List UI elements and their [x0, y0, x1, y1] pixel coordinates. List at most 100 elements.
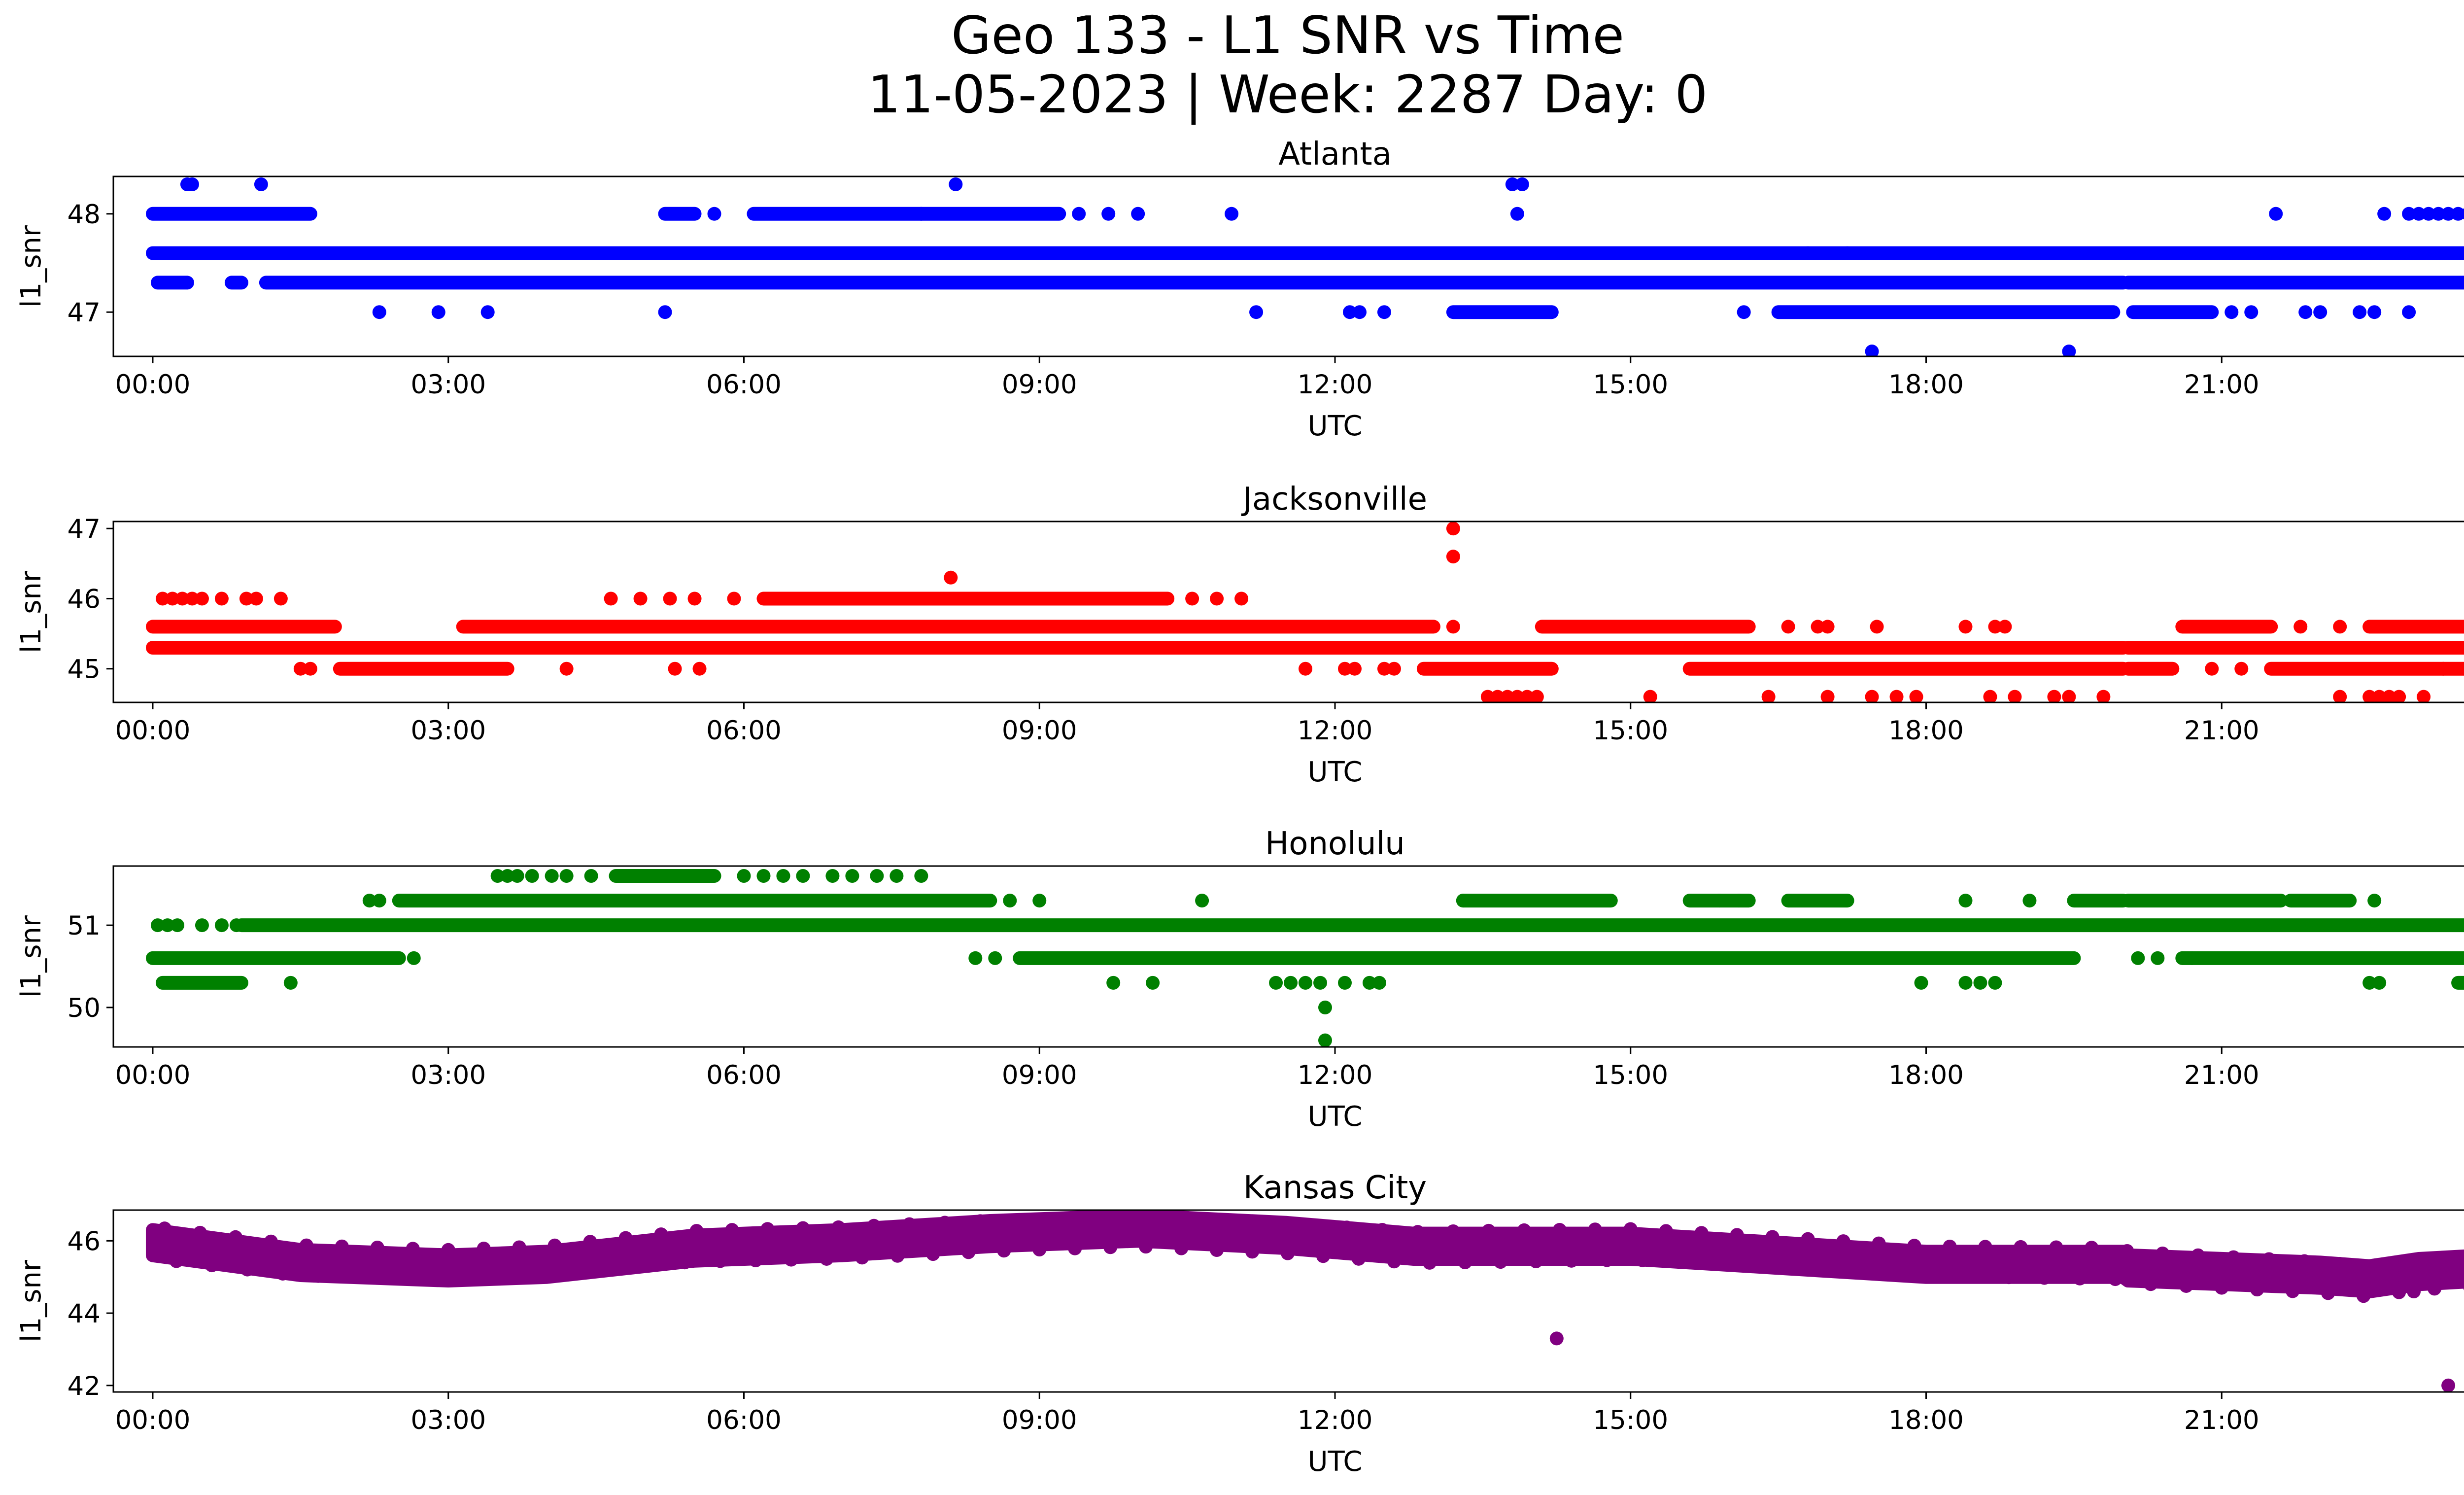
data-point [1387, 1254, 1401, 1269]
data-point [784, 1252, 798, 1267]
data-point [870, 869, 884, 883]
data-point [1458, 1255, 1472, 1270]
data-point [2309, 1264, 2324, 1278]
data-point [1299, 661, 1313, 676]
data-point [2250, 1283, 2264, 1297]
data-point [512, 1240, 526, 1254]
data-point [1824, 1260, 1839, 1275]
data-point [1732, 894, 1746, 908]
data-point [1540, 1241, 1555, 1255]
data-point [2131, 951, 2145, 965]
data-point [274, 591, 288, 606]
data-point [1659, 1224, 1673, 1238]
data-point [559, 1262, 574, 1277]
data-point [796, 1221, 810, 1235]
data-point [2274, 1263, 2288, 1278]
data-point [1257, 1221, 1271, 1235]
data-point [323, 1261, 337, 1276]
data-point [283, 975, 298, 990]
data-point [1682, 1248, 1697, 1262]
data-point [1789, 1257, 1803, 1272]
data-point [2156, 1246, 2170, 1260]
x-tick-label: 18:00 [1888, 370, 1964, 400]
axes-frame [112, 175, 2464, 357]
x-axis-label: UTC [1307, 756, 1362, 788]
data-point [961, 1245, 976, 1259]
data-point [2179, 1279, 2193, 1293]
data-point [2022, 894, 2037, 908]
data-point [1032, 1243, 1047, 1257]
data-point [1860, 1263, 1874, 1278]
data-point [2062, 690, 2076, 702]
x-tick-label: 06:00 [706, 370, 782, 400]
data-point [1820, 690, 1835, 702]
data-points [145, 869, 2464, 1047]
data-point [1954, 1263, 1969, 1277]
data-point [1742, 1257, 1756, 1272]
data-point [1377, 305, 1391, 319]
data-point [1304, 1218, 1319, 1232]
data-point [1958, 975, 1973, 990]
data-point [1377, 661, 1391, 676]
data-point [944, 570, 958, 585]
data-point [214, 591, 229, 606]
data-point [949, 177, 963, 191]
data-point [1318, 1033, 1333, 1047]
data-point [1883, 1263, 1898, 1277]
data-point [1072, 207, 1086, 221]
x-tick-label: 15:00 [1593, 1405, 1668, 1435]
data-point [1328, 1228, 1342, 1242]
data-point [666, 1248, 680, 1262]
data-point [160, 918, 174, 933]
data-point [1225, 207, 1239, 221]
data-point [1151, 1213, 1165, 1227]
data-point [1299, 975, 1313, 990]
x-tick-label: 09:00 [1002, 1405, 1077, 1435]
x-tick-label: 00:00 [115, 716, 191, 746]
data-point [950, 1225, 964, 1239]
data-point [536, 1268, 550, 1282]
data-point [1872, 1236, 1886, 1251]
x-tick-label: 06:00 [706, 1405, 782, 1435]
data-point [1103, 1240, 1118, 1254]
data-point [214, 918, 229, 933]
data-point [1269, 975, 1283, 990]
data-point [1988, 620, 2002, 634]
data-point [181, 1241, 195, 1255]
data-point [2404, 1254, 2418, 1269]
data-point [831, 1220, 846, 1234]
data-point [2392, 690, 2406, 702]
data-point [2416, 1257, 2430, 1272]
data-point [772, 1239, 787, 1253]
data-point [1529, 1254, 1543, 1269]
x-tick-label: 12:00 [1298, 716, 1373, 746]
data-point [2362, 975, 2377, 990]
data-point [1342, 305, 1357, 319]
y-axis-label: l1_snr [15, 1259, 47, 1342]
data-point [584, 869, 598, 883]
data-point [1865, 345, 1879, 356]
data-point [480, 305, 495, 319]
data-points [145, 177, 2464, 356]
data-point [1694, 1226, 1709, 1240]
data-point [1245, 1245, 1260, 1259]
data-point [150, 918, 165, 933]
data-point [500, 869, 514, 883]
data-point [1434, 1238, 1448, 1252]
data-point [1281, 1246, 1295, 1260]
data-point [2441, 1378, 2456, 1392]
data-point [1163, 1214, 1177, 1228]
data-point [2108, 1272, 2122, 1286]
x-tick-label: 21:00 [2184, 370, 2259, 400]
data-point [2144, 1277, 2158, 1291]
data-point [239, 591, 253, 606]
data-point [2037, 1271, 2052, 1285]
data-point [2062, 345, 2076, 356]
y-tick-label: 45 [68, 655, 101, 685]
data-point [205, 1258, 219, 1273]
data-point [1080, 1212, 1094, 1226]
data-point [1174, 1241, 1189, 1255]
data-point [1139, 1240, 1153, 1254]
data-point [1706, 1256, 1720, 1270]
data-point [254, 177, 268, 191]
